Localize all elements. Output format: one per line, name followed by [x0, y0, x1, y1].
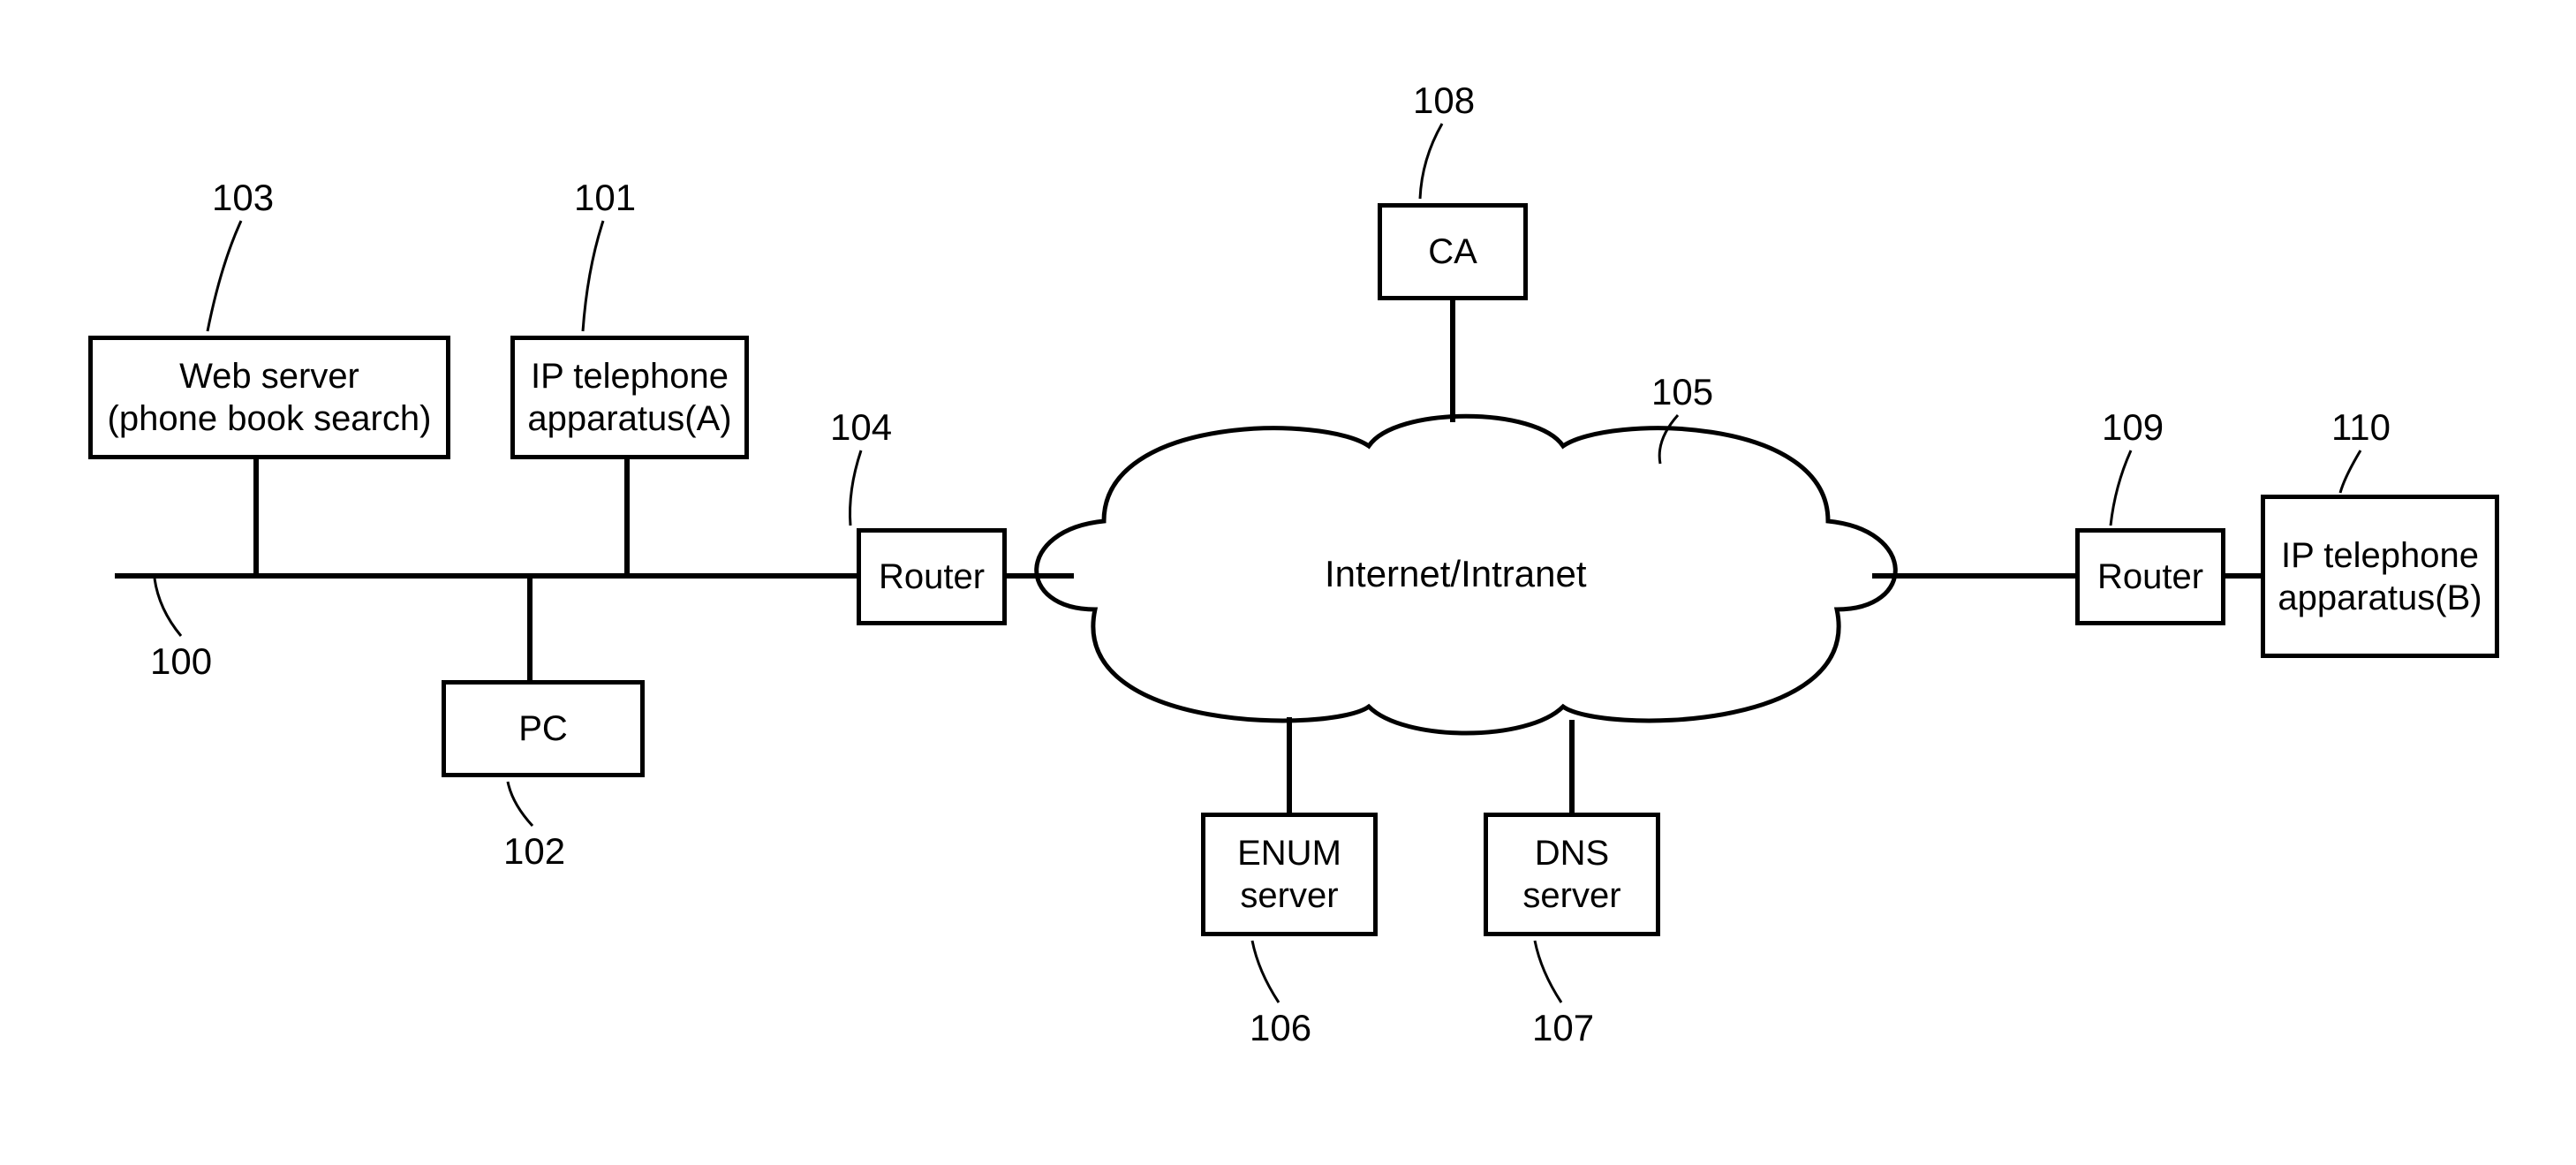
ref-108: 108 [1413, 79, 1475, 122]
node-ip-telephone-a-line1: IP telephone [527, 355, 731, 397]
ref-101: 101 [574, 177, 636, 219]
node-router-b-label: Router [2097, 556, 2203, 598]
diagram-canvas: Web server (phone book search) IP teleph… [0, 0, 2576, 1165]
node-pc: PC [442, 680, 645, 777]
node-router-a: Router [857, 528, 1007, 625]
node-dns-server-line2: server [1522, 874, 1620, 917]
ref-100: 100 [150, 640, 212, 683]
node-ip-telephone-a: IP telephone apparatus(A) [510, 336, 749, 459]
node-ip-telephone-b: IP telephone apparatus(B) [2261, 495, 2499, 658]
ref-106: 106 [1250, 1007, 1311, 1049]
node-ca-label: CA [1428, 231, 1477, 273]
node-router-b: Router [2075, 528, 2225, 625]
ref-103: 103 [212, 177, 274, 219]
node-ca: CA [1378, 203, 1528, 300]
ref-109: 109 [2102, 406, 2164, 449]
node-enum-server-line1: ENUM [1237, 832, 1341, 874]
node-web-server: Web server (phone book search) [88, 336, 450, 459]
node-router-a-label: Router [879, 556, 985, 598]
ref-107: 107 [1532, 1007, 1594, 1049]
node-web-server-line2: (phone book search) [108, 397, 432, 440]
node-dns-server: DNS server [1484, 813, 1660, 936]
cloud-label: Internet/Intranet [1325, 553, 1587, 595]
node-ip-telephone-b-line2: apparatus(B) [2278, 577, 2482, 619]
ref-110: 110 [2331, 406, 2391, 449]
node-enum-server-line2: server [1237, 874, 1341, 917]
node-ip-telephone-b-line1: IP telephone [2278, 534, 2482, 577]
node-web-server-line1: Web server [108, 355, 432, 397]
node-enum-server: ENUM server [1201, 813, 1378, 936]
ref-105: 105 [1651, 371, 1713, 413]
node-pc-label: PC [518, 707, 568, 750]
ref-102: 102 [503, 830, 565, 873]
node-ip-telephone-a-line2: apparatus(A) [527, 397, 731, 440]
ref-104: 104 [830, 406, 892, 449]
node-dns-server-line1: DNS [1522, 832, 1620, 874]
